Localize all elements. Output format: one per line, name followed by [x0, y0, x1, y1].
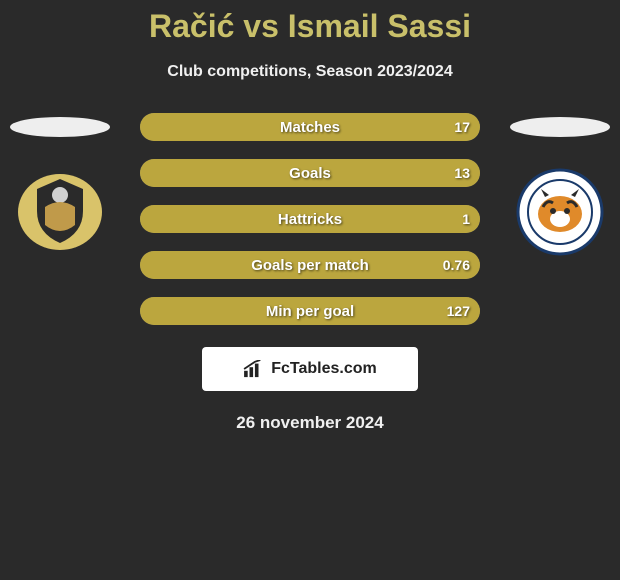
subtitle: Club competitions, Season 2023/2024	[0, 63, 620, 81]
stat-row: Min per goal127	[140, 297, 480, 325]
stat-label: Goals	[140, 159, 480, 187]
stat-row: Goals per match0.76	[140, 251, 480, 279]
player-right-side	[510, 113, 610, 257]
brand-text: FcTables.com	[271, 360, 377, 378]
tiger-badge-icon	[515, 167, 605, 257]
player-left-side	[10, 113, 110, 257]
player-right-photo-placeholder	[510, 117, 610, 137]
content-area: Matches17 Goals13 Hattricks1 Goals per matc…	[0, 113, 620, 433]
stat-value-right: 13	[454, 159, 470, 187]
brand-box: FcTables.com	[202, 347, 418, 391]
stat-row: Hattricks1	[140, 205, 480, 233]
stat-label: Min per goal	[140, 297, 480, 325]
stat-label: Matches	[140, 113, 480, 141]
player-left-photo-placeholder	[10, 117, 110, 137]
stat-row: Matches17	[140, 113, 480, 141]
stat-row: Goals13	[140, 159, 480, 187]
stat-value-right: 0.76	[443, 251, 470, 279]
stat-label: Goals per match	[140, 251, 480, 279]
stat-bars: Matches17 Goals13 Hattricks1 Goals per matc…	[140, 113, 480, 325]
club-logo-left	[15, 167, 105, 257]
page-title: Račić vs Ismail Sassi	[0, 0, 620, 45]
date-text: 26 november 2024	[0, 413, 620, 433]
stat-value-right: 127	[447, 297, 470, 325]
bar-chart-icon	[243, 360, 265, 378]
shield-icon	[15, 167, 105, 257]
stat-value-right: 17	[454, 113, 470, 141]
club-logo-right	[515, 167, 605, 257]
stat-label: Hattricks	[140, 205, 480, 233]
comparison-card: Račić vs Ismail Sassi Club competitions,…	[0, 0, 620, 433]
stat-value-right: 1	[462, 205, 470, 233]
